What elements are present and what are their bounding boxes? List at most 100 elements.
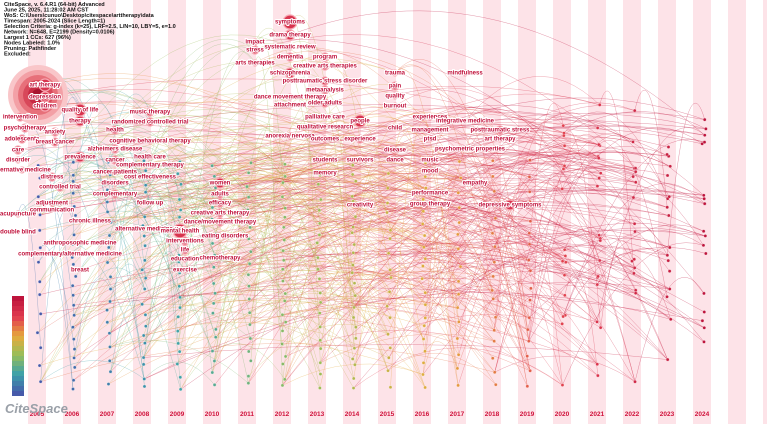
keyword-node (426, 200, 434, 208)
keyword-dot (527, 258, 531, 262)
keyword-dot (107, 331, 112, 335)
keyword-dot (525, 354, 529, 358)
link (352, 247, 528, 387)
keyword-dot (38, 312, 43, 316)
keyword-label: controlled trial (39, 185, 81, 191)
keyword-node (180, 245, 190, 255)
keyword-label: cancer (105, 158, 125, 164)
link (353, 256, 670, 308)
keyword-node (286, 43, 294, 51)
keyword-dot (177, 271, 182, 275)
keyword-label: pain (389, 84, 402, 90)
link (421, 220, 601, 279)
legend-swatch (12, 391, 24, 396)
keyword-dot (423, 174, 428, 179)
keyword-dot (352, 346, 357, 350)
keyword-label: creative arts therapy (191, 211, 250, 217)
link (254, 50, 501, 140)
link (108, 194, 354, 248)
link (324, 130, 601, 241)
keyword-node (467, 146, 473, 152)
link (215, 177, 389, 335)
keyword-dot (598, 171, 603, 175)
keyword-dot (283, 206, 287, 210)
keyword-node (286, 101, 294, 109)
link (74, 303, 353, 360)
keyword-dot (143, 313, 148, 317)
link (248, 323, 389, 377)
keyword-dot (318, 291, 323, 295)
link (394, 131, 460, 322)
keyword-node (427, 190, 433, 196)
keyword-node (20, 123, 30, 133)
keyword-dot (665, 295, 669, 299)
link (40, 61, 396, 382)
keyword-label: mindfulness (447, 71, 483, 77)
link (353, 221, 531, 371)
keyword-dot (350, 194, 354, 199)
link (423, 224, 670, 248)
keyword-dot (281, 362, 285, 366)
link (254, 56, 283, 386)
link (211, 156, 286, 177)
year-label: 2005 (30, 411, 45, 418)
link (179, 94, 326, 200)
keyword-dot (528, 158, 532, 162)
link (219, 178, 283, 345)
link (107, 199, 361, 263)
keyword-node (147, 174, 153, 180)
keyword-dot (667, 213, 671, 218)
link (389, 145, 671, 239)
link (355, 239, 566, 296)
keyword-dot (214, 232, 218, 236)
keyword-dot (704, 251, 708, 256)
keyword-dot (247, 284, 251, 288)
keyword-node (15, 112, 25, 122)
keyword-dot (71, 303, 76, 307)
keyword-dot (386, 368, 390, 373)
keyword-dot (71, 378, 76, 382)
link (215, 286, 250, 330)
link (114, 153, 493, 234)
keyword-dot (72, 356, 76, 360)
link (144, 261, 186, 344)
keyword-dot (422, 245, 426, 249)
keyword-dot (385, 210, 389, 215)
keyword-dot (456, 292, 461, 297)
keyword-dot (666, 145, 671, 149)
link (494, 148, 599, 247)
link (109, 264, 145, 302)
link (390, 120, 431, 388)
keyword-label: randomized controlled trial (111, 120, 188, 126)
keyword-dot (210, 164, 214, 168)
year-label: 2023 (660, 411, 675, 418)
keyword-dot (597, 176, 601, 180)
link (214, 251, 531, 371)
link (353, 167, 668, 308)
keyword-dot (143, 190, 148, 194)
link (248, 278, 530, 318)
keyword-dot (71, 173, 76, 177)
link (282, 266, 532, 386)
link (179, 142, 286, 273)
link (39, 173, 426, 282)
legend-swatch (12, 341, 24, 346)
link (144, 123, 361, 217)
link (597, 247, 668, 285)
link (248, 260, 426, 293)
link (178, 297, 458, 344)
keyword-dot (598, 238, 603, 243)
keyword-label: dance (386, 158, 404, 164)
keyword-dot (562, 144, 567, 148)
keyword-dot (283, 377, 287, 382)
keyword-dot (632, 257, 636, 262)
link (145, 77, 326, 186)
link (285, 233, 601, 357)
link (39, 214, 459, 250)
link (180, 189, 460, 390)
link (179, 126, 599, 200)
keyword-dot (633, 166, 638, 170)
keyword-dot (352, 281, 357, 285)
keyword-dot (71, 179, 75, 184)
keyword-node (426, 167, 434, 175)
